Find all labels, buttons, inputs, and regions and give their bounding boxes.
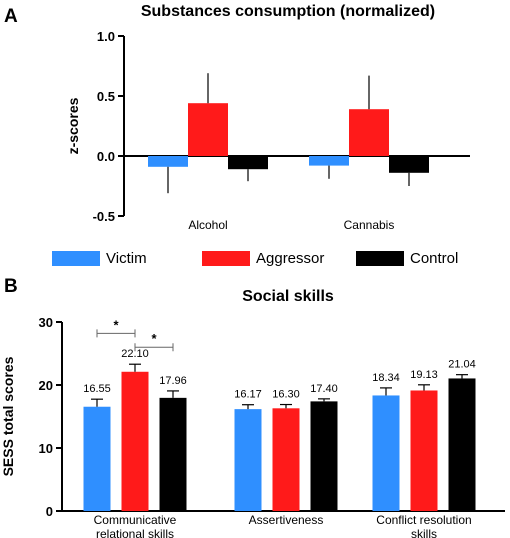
y-tick-label: 0.0 (97, 149, 115, 164)
data-label: 17.96 (159, 375, 187, 387)
bar-control-cannabis (389, 156, 429, 173)
y-tick-label: 1.0 (97, 29, 115, 44)
bar-victim-assertiveness (234, 409, 262, 511)
data-label: 22.10 (121, 348, 149, 360)
bar-control-assertiveness (310, 401, 338, 511)
x-category-label: Cannabis (344, 218, 395, 232)
legend-label-aggressor: Aggressor (256, 249, 325, 267)
data-label: 21.04 (448, 359, 476, 371)
x-category-label: skills (411, 527, 437, 538)
chart-a: Substances consumption (normalized) z-sco… (65, 3, 470, 232)
data-label: 16.17 (234, 389, 262, 401)
bar-aggressor-assertiveness (272, 408, 300, 511)
legend-swatch-victim (52, 250, 100, 266)
bar-victim-cannabis (309, 156, 349, 166)
x-category-label: Conflict resolution (376, 513, 471, 527)
chart-b: Social skills SESS total scores 30 20 10 0 16.… (0, 288, 505, 538)
chart-title: Substances consumption (normalized) (141, 3, 435, 20)
data-label: 19.13 (410, 369, 438, 381)
y-tick-label: 30 (39, 315, 53, 330)
data-label: 17.40 (310, 383, 338, 395)
x-category-label: Communicative (94, 513, 177, 527)
legend-swatch-aggressor (202, 250, 250, 266)
legend-label-victim: Victim (106, 249, 147, 267)
y-tick-label: 0.5 (97, 89, 115, 104)
x-category-label: Assertiveness (249, 513, 324, 527)
legend-label-control: Control (410, 249, 459, 267)
bar-control-conflict-resolution-skills (448, 378, 476, 511)
bar-aggressor-communicative-relational-skills (121, 371, 149, 511)
y-tick-label: 10 (39, 441, 53, 456)
legend-item-aggressor: Aggressor (202, 246, 324, 270)
chart-title: Social skills (242, 288, 334, 305)
panel-a-letter: A (4, 6, 18, 27)
x-category-label: Alcohol (188, 218, 227, 232)
bar-victim-conflict-resolution-skills (372, 395, 400, 511)
panel-b-letter: B (4, 276, 18, 297)
y-tick-label: -0.5 (93, 209, 115, 224)
legend-item-victim: Victim (52, 246, 147, 270)
x-category-label: relational skills (96, 527, 174, 538)
bar-aggressor-alcohol (188, 103, 228, 156)
bar-control-alcohol (228, 156, 268, 170)
data-label: 16.55 (83, 383, 111, 395)
bar-aggressor-cannabis (349, 109, 389, 156)
data-label: 16.30 (272, 389, 300, 401)
y-axis-label: z-scores (65, 97, 81, 154)
y-tick-label: 0 (46, 504, 53, 519)
significance-star: * (151, 331, 157, 346)
significance-star: * (113, 317, 119, 332)
legend-item-control: Control (356, 246, 458, 270)
y-axis-label: SESS total scores (0, 356, 16, 476)
legend-swatch-control (356, 250, 404, 266)
bar-aggressor-conflict-resolution-skills (410, 390, 438, 511)
legend: Victim Aggressor Control (0, 246, 510, 270)
bar-victim-alcohol (148, 156, 188, 167)
bar-victim-communicative-relational-skills (83, 406, 111, 511)
data-label: 18.34 (372, 372, 400, 384)
y-tick-label: 20 (39, 378, 53, 393)
bar-control-communicative-relational-skills (159, 397, 187, 511)
